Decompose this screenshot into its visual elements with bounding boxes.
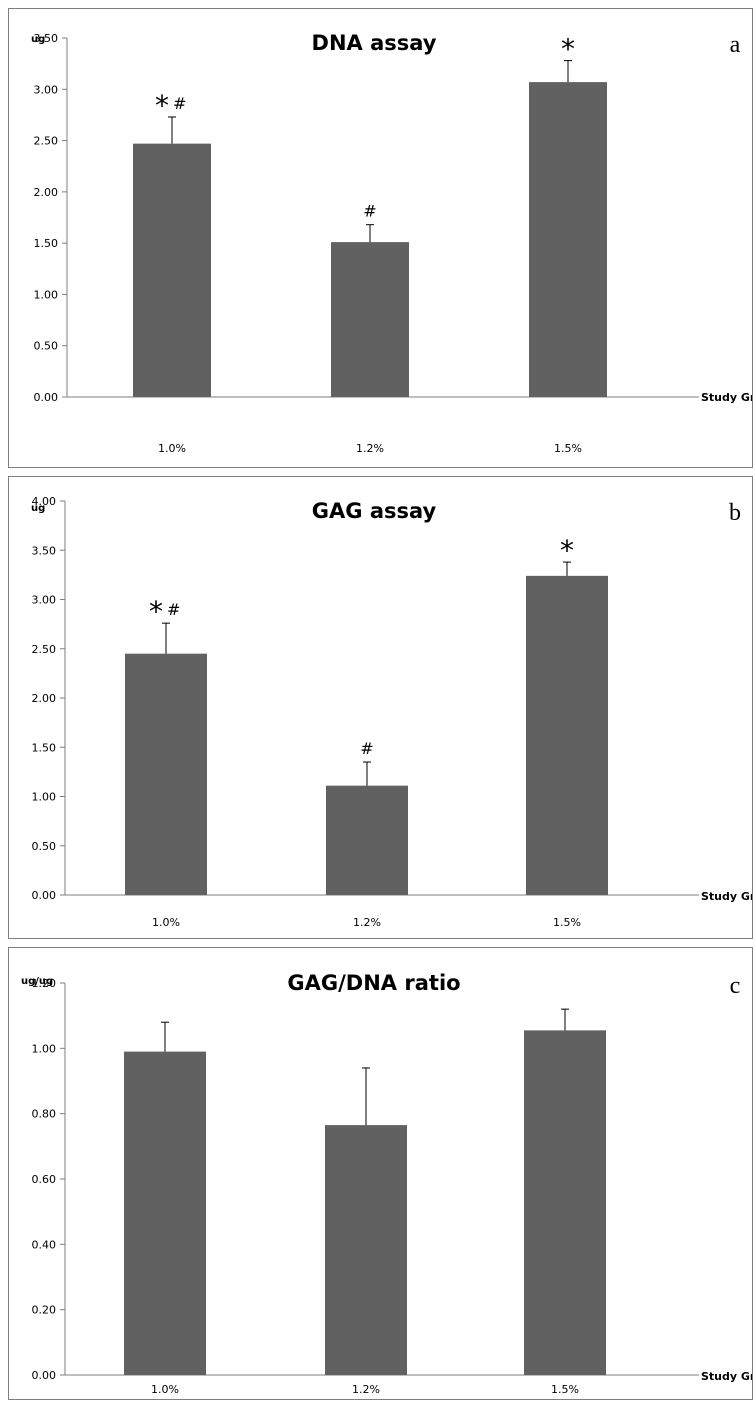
y-tick-label: 1.50 bbox=[34, 237, 59, 250]
y-tick-label: 0.50 bbox=[32, 840, 57, 853]
x-tick-label: 1.2% bbox=[352, 1383, 380, 1396]
x-tick-label: 1.2% bbox=[356, 442, 384, 455]
y-tick-label: 2.00 bbox=[34, 186, 59, 199]
bar-1.2% bbox=[331, 242, 409, 397]
bar-1.0% bbox=[124, 1051, 206, 1375]
bar-1.5% bbox=[529, 82, 607, 397]
y-tick-label: 2.50 bbox=[34, 135, 59, 148]
y-tick-label: 0.60 bbox=[32, 1173, 57, 1186]
y-tick-label: 0.40 bbox=[32, 1238, 57, 1251]
chart-svg: GAG/DNA ratio c ug/ug 0.00 0.20 0.40 0.60 0.80 1… bbox=[21, 971, 753, 1396]
y-tick-label: 3.00 bbox=[32, 594, 57, 607]
panel-letter: c bbox=[730, 973, 741, 999]
significance-hash: # bbox=[167, 600, 180, 619]
y-tick-label: 1.20 bbox=[32, 977, 57, 990]
significance-star: * bbox=[560, 534, 574, 567]
x-tick-label: 1.0% bbox=[152, 916, 180, 929]
y-axis-label: ug bbox=[31, 503, 45, 514]
chart-title: DNA assay bbox=[312, 31, 437, 55]
significance-hash: # bbox=[173, 94, 186, 113]
panel-letter: b bbox=[729, 500, 741, 526]
x-tick-label: 1.5% bbox=[553, 916, 581, 929]
chart-panel-gag-dna-ratio: GAG/DNA ratio c ug/ug 0.00 0.20 0.40 0.60 0.80 1… bbox=[8, 947, 753, 1400]
significance-star: * bbox=[561, 33, 575, 66]
chart-panel-gag-assay: GAG assay b ug 0.00 0.50 1.00 1.50 2.00 2.50 3.00… bbox=[8, 476, 753, 939]
y-tick-label: 0.50 bbox=[34, 340, 59, 353]
bar-1.2% bbox=[326, 785, 408, 895]
chart-title: GAG assay bbox=[312, 499, 437, 523]
y-tick-label: 0.00 bbox=[32, 1369, 57, 1382]
panel-letter: a bbox=[730, 32, 741, 58]
y-tick-label: 1.00 bbox=[32, 791, 57, 804]
y-tick-label: 3.00 bbox=[34, 83, 59, 96]
x-tick-label: 1.5% bbox=[554, 442, 582, 455]
y-tick-label: 3.50 bbox=[32, 544, 57, 557]
bar-1.0% bbox=[133, 143, 211, 397]
bar-1.2% bbox=[325, 1125, 407, 1375]
x-axis-label: Study Group bbox=[701, 890, 753, 903]
x-tick-label: 1.2% bbox=[353, 916, 381, 929]
significance-hash: # bbox=[360, 739, 373, 758]
y-tick-label: 1.00 bbox=[34, 288, 59, 301]
chart-svg: GAG assay b ug 0.00 0.50 1.00 1.50 2.00 2.50 3.00… bbox=[31, 495, 753, 929]
y-tick-label: 2.50 bbox=[32, 643, 57, 656]
y-tick-label: 1.00 bbox=[32, 1042, 57, 1055]
x-tick-label: 1.0% bbox=[151, 1383, 179, 1396]
significance-star: * bbox=[155, 89, 169, 122]
chart-panel-dna-assay: DNA assay a ug 0.00 0.50 1.00 1.50 2.00 2.50 3.00… bbox=[8, 8, 753, 468]
y-tick-label: 0.20 bbox=[32, 1304, 57, 1317]
x-tick-label: 1.0% bbox=[158, 442, 186, 455]
bar-1.5% bbox=[524, 1030, 606, 1375]
significance-star: * bbox=[149, 595, 163, 628]
y-tick-label: 3.50 bbox=[34, 32, 59, 45]
chart-title: GAG/DNA ratio bbox=[287, 971, 460, 995]
x-axis-label: Study Group bbox=[701, 391, 753, 404]
x-axis-label: Study Group bbox=[701, 1370, 753, 1383]
y-axis-label: ug/ug bbox=[21, 976, 53, 987]
y-axis-label: ug bbox=[31, 34, 45, 45]
bar-1.0% bbox=[125, 653, 207, 895]
y-tick-label: 1.50 bbox=[32, 741, 57, 754]
y-tick-label: 4.00 bbox=[32, 495, 57, 508]
bar-1.5% bbox=[526, 575, 608, 895]
chart-svg: DNA assay a ug 0.00 0.50 1.00 1.50 2.00 2.50 3.00… bbox=[31, 31, 753, 455]
significance-hash: # bbox=[363, 202, 376, 221]
x-tick-label: 1.5% bbox=[551, 1383, 579, 1396]
y-tick-label: 0.00 bbox=[34, 391, 59, 404]
y-tick-label: 0.80 bbox=[32, 1108, 57, 1121]
y-tick-label: 0.00 bbox=[32, 889, 57, 902]
y-tick-label: 2.00 bbox=[32, 692, 57, 705]
